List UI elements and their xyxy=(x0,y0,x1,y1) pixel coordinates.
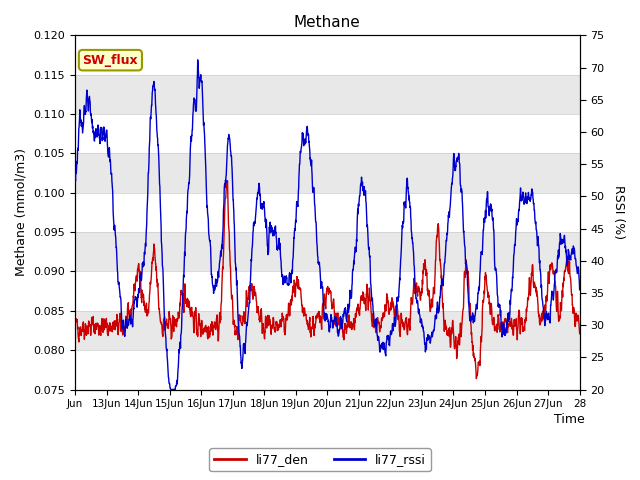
Title: Methane: Methane xyxy=(294,15,361,30)
Bar xyxy=(75,75,580,114)
Bar xyxy=(75,350,580,390)
Bar xyxy=(75,311,580,350)
Bar xyxy=(75,272,580,311)
Bar xyxy=(75,193,580,232)
Y-axis label: Methane (mmol/m3): Methane (mmol/m3) xyxy=(15,148,28,276)
Bar xyxy=(75,36,580,75)
Bar xyxy=(75,154,580,193)
Y-axis label: RSSI (%): RSSI (%) xyxy=(612,185,625,240)
Legend: li77_den, li77_rssi: li77_den, li77_rssi xyxy=(209,448,431,471)
X-axis label: Time: Time xyxy=(554,413,585,426)
Text: SW_flux: SW_flux xyxy=(83,54,138,67)
Bar xyxy=(75,232,580,272)
Bar xyxy=(75,114,580,154)
